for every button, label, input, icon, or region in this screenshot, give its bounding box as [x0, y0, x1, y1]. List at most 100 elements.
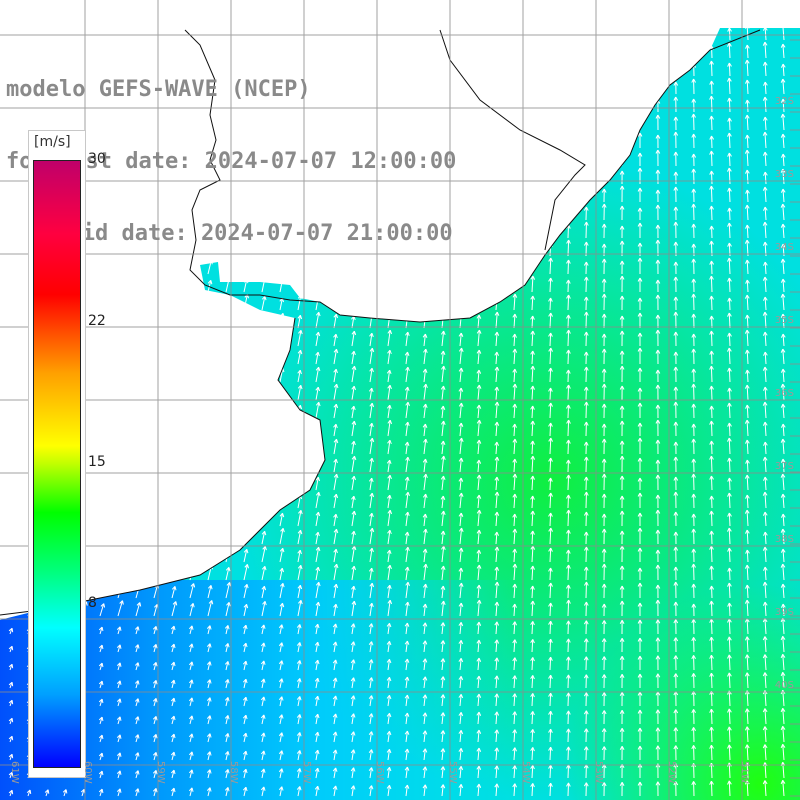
wind-arrow: [386, 404, 392, 419]
wind-arrow: [387, 474, 392, 491]
wind-arrow: [727, 347, 732, 365]
wind-arrow: [745, 79, 750, 95]
wind-arrow: [243, 349, 249, 365]
wind-arrow: [315, 511, 321, 527]
wind-arrow: [762, 546, 768, 563]
wind-arrow: [189, 278, 195, 293]
wind-arrow: [422, 493, 428, 509]
wind-arrow: [691, 513, 697, 527]
wind-arrow: [98, 662, 104, 671]
wind-arrow: [225, 602, 231, 617]
wind-arrow: [780, 203, 786, 221]
wind-arrow: [333, 293, 339, 311]
wind-arrow: [99, 493, 106, 509]
wind-arrow: [584, 221, 589, 239]
wind-arrow: [278, 624, 284, 635]
wind-arrow: [637, 437, 643, 454]
wind-arrow: [548, 746, 553, 761]
wind-arrow: [405, 491, 410, 509]
wind-arrow: [261, 350, 267, 365]
wind-arrow: [530, 530, 535, 545]
wind-arrow: [98, 788, 104, 797]
wind-arrow: [512, 293, 518, 311]
wind-arrow: [351, 365, 357, 383]
wind-arrow: [691, 78, 697, 95]
wind-arrow: [763, 81, 768, 95]
wind-arrow: [476, 149, 482, 167]
wind-arrow: [727, 726, 732, 743]
wind-arrow: [386, 640, 392, 653]
wind-arrow: [637, 152, 643, 166]
wind-arrow: [8, 681, 14, 689]
wind-arrow: [297, 584, 303, 599]
wind-arrow: [655, 294, 661, 311]
wind-arrow: [601, 278, 607, 293]
wind-arrow: [315, 276, 321, 293]
wind-arrow: [315, 351, 320, 365]
wind-arrow: [8, 789, 14, 797]
wind-arrow: [601, 620, 607, 635]
wind-arrow: [780, 333, 786, 347]
wind-arrow: [224, 751, 230, 761]
wind-arrow: [189, 548, 195, 563]
wind-arrow: [727, 402, 732, 419]
wind-arrow: [207, 405, 213, 419]
wind-arrow: [152, 680, 158, 689]
wind-arrow: [404, 441, 410, 455]
wind-arrow: [189, 478, 195, 491]
wind-arrow: [619, 745, 625, 761]
wind-arrow: [242, 714, 248, 725]
wind-arrow: [171, 366, 178, 383]
wind-arrow: [762, 401, 768, 419]
wind-arrow: [673, 311, 679, 329]
wind-arrow: [494, 581, 500, 599]
wind-arrow: [98, 716, 104, 725]
wind-arrow: [422, 694, 428, 707]
wind-arrow: [98, 680, 104, 689]
wind-arrow: [494, 96, 500, 113]
wind-arrow: [655, 384, 661, 401]
wind-arrow: [780, 493, 786, 509]
wind-arrow: [189, 388, 195, 401]
wind-arrow: [637, 673, 643, 688]
wind-arrow: [404, 296, 410, 311]
wind-arrow: [566, 710, 571, 725]
wind-arrow: [619, 545, 625, 563]
wind-arrow: [691, 423, 697, 437]
wind-arrow: [583, 261, 589, 275]
wind-arrow: [333, 313, 339, 329]
wind-arrow: [530, 150, 536, 167]
wind-arrow: [170, 751, 176, 761]
wind-arrow: [296, 786, 302, 797]
wind-arrow: [691, 43, 697, 59]
wind-arrow: [745, 189, 750, 203]
wind-arrow: [745, 459, 750, 473]
wind-arrow: [512, 348, 518, 365]
wind-arrow: [566, 349, 571, 365]
wind-arrow: [117, 530, 124, 545]
wind-arrow: [314, 659, 320, 671]
wind-arrow: [332, 677, 338, 689]
wind-arrow: [566, 584, 571, 599]
wind-arrow: [512, 493, 518, 509]
wind-arrow: [745, 169, 750, 185]
wind-arrow: [744, 672, 750, 689]
wind-arrow: [601, 368, 607, 383]
wind-arrow: [727, 602, 732, 617]
wind-arrow: [458, 437, 464, 455]
wind-arrow: [441, 545, 446, 563]
wind-arrow: [548, 692, 553, 707]
wind-arrow: [116, 734, 122, 743]
wind-arrow: [780, 153, 786, 167]
wind-arrow: [386, 712, 392, 725]
wind-arrow: [243, 583, 249, 599]
wind-arrow: [691, 637, 697, 653]
wind-arrow: [315, 421, 321, 437]
wind-arrow: [440, 600, 446, 617]
wind-arrow: [601, 563, 607, 581]
wind-arrow: [691, 188, 697, 203]
wind-arrow: [727, 690, 732, 707]
wind-arrow: [583, 746, 589, 761]
wind-arrow: [387, 349, 392, 365]
wind-arrow: [762, 654, 768, 671]
